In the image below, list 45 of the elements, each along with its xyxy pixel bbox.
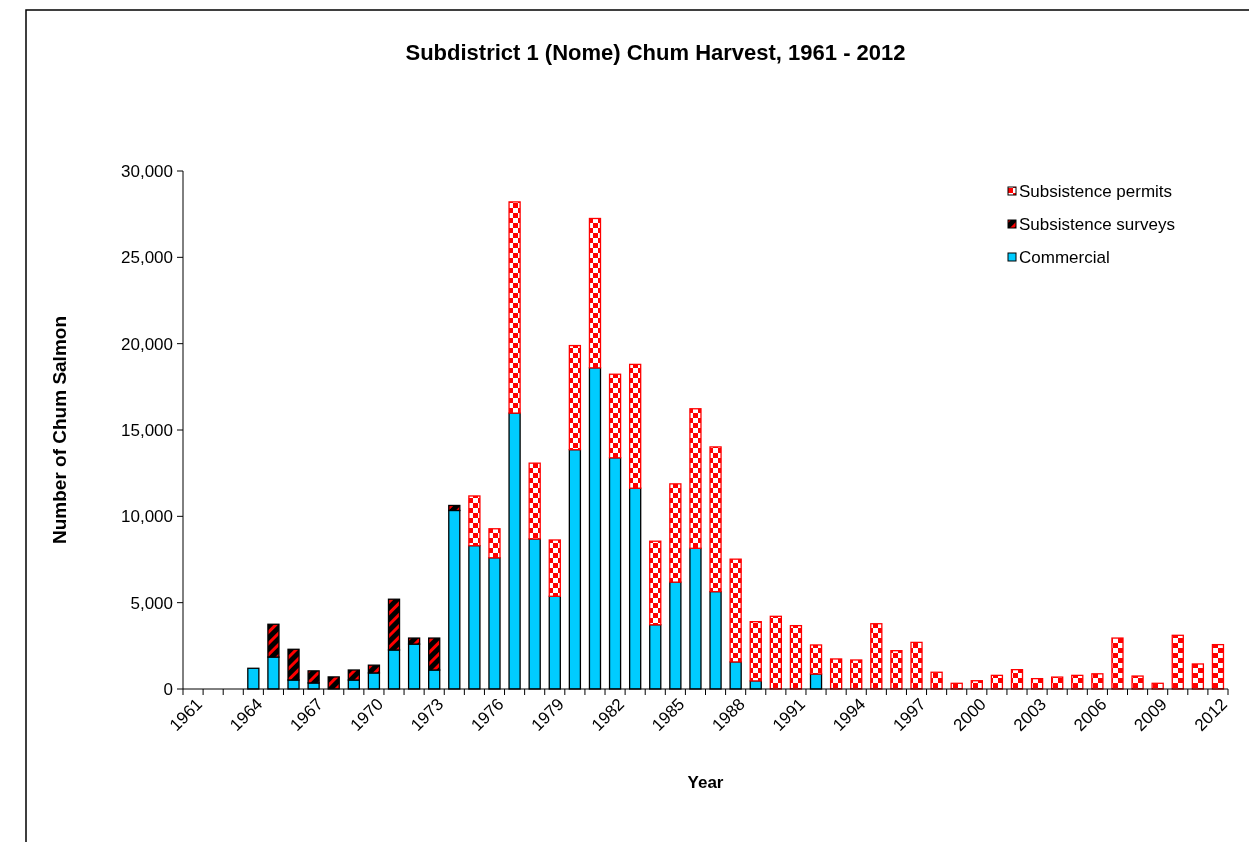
bar (508, 201, 521, 414)
bar (1131, 675, 1144, 690)
bar (628, 363, 642, 489)
bar (850, 659, 863, 690)
y-tick-label: 5,000 (130, 593, 173, 613)
bar (910, 641, 923, 690)
bar (649, 540, 662, 626)
bar (769, 615, 783, 690)
bar (1191, 663, 1205, 690)
bar (669, 483, 682, 583)
y-axis-title: Number of Chum Salmon (49, 315, 70, 545)
legend-label: Subsistence surveys (1019, 215, 1175, 235)
bar (930, 671, 943, 690)
bar (1091, 673, 1104, 690)
bar (870, 623, 883, 690)
bar (1211, 643, 1225, 690)
y-tick-label: 30,000 (121, 161, 173, 181)
y-tick-label: 15,000 (121, 420, 173, 440)
x-axis-title: Year (687, 773, 724, 792)
bar (1010, 669, 1024, 690)
bar (568, 344, 582, 451)
bar (729, 558, 742, 663)
bar (608, 373, 622, 459)
bar (829, 658, 843, 690)
bar (468, 495, 481, 547)
bar (1111, 637, 1124, 690)
y-tick-label: 0 (163, 679, 173, 699)
bar (488, 528, 501, 559)
bar (809, 644, 823, 675)
bar (307, 670, 320, 684)
y-tick-label: 25,000 (121, 248, 173, 268)
bar (1171, 634, 1184, 690)
bar (588, 217, 602, 369)
bar (528, 462, 541, 540)
y-tick-label: 20,000 (121, 334, 173, 354)
bar (548, 539, 561, 597)
bar (689, 408, 702, 549)
y-tick-label: 10,000 (121, 507, 173, 527)
legend-label: Commercial (1019, 248, 1110, 268)
bar (789, 624, 803, 690)
bar (709, 446, 722, 593)
chart-title: Subdistrict 1 (Nome) Chum Harvest, 1961 - 2012 (405, 40, 906, 65)
bar (749, 621, 762, 682)
legend-label: Subsistence permits (1019, 182, 1173, 202)
bar (890, 650, 903, 690)
